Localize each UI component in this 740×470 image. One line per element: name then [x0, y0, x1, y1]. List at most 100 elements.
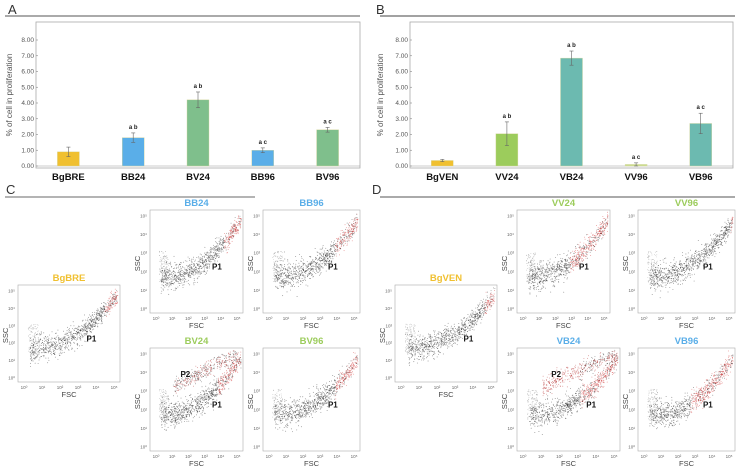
data-point [320, 257, 322, 259]
data-point [177, 414, 179, 416]
data-point [45, 348, 47, 350]
data-point [227, 374, 229, 376]
data-point [183, 276, 185, 278]
data-point [163, 279, 164, 281]
data-point [31, 340, 32, 342]
data-point [75, 327, 77, 329]
data-point [182, 405, 184, 407]
data-point [222, 359, 224, 361]
data-point [164, 273, 166, 275]
data-point [222, 239, 224, 240]
data-point [201, 254, 203, 256]
data-point [324, 264, 326, 265]
data-point [108, 304, 109, 306]
data-point [295, 400, 297, 402]
scatter-plot-bv96: BV9610⁰10⁰10¹10¹10²10²10³10³10⁴10⁴10⁵10⁵… [246, 336, 361, 468]
data-point [195, 373, 197, 375]
data-point [205, 402, 207, 404]
data-point [97, 318, 99, 320]
data-point [85, 334, 87, 336]
data-point [305, 411, 307, 413]
data-point [234, 219, 236, 221]
data-point [295, 265, 297, 267]
data-point [348, 227, 350, 229]
data-point [163, 262, 165, 264]
panel-label-b: B [376, 2, 385, 17]
data-point [201, 369, 203, 371]
data-point [193, 375, 195, 377]
data-point [329, 260, 331, 262]
data-point [234, 224, 236, 226]
data-point [40, 356, 42, 358]
data-point [193, 380, 195, 382]
data-point [202, 260, 204, 262]
data-point [222, 240, 224, 242]
data-point [104, 310, 106, 312]
data-point [95, 316, 97, 318]
data-point [169, 274, 170, 276]
data-point [311, 274, 313, 276]
data-point [322, 246, 324, 248]
data-point [88, 325, 89, 327]
data-point [88, 322, 90, 324]
data-point [165, 277, 167, 279]
data-point [171, 274, 173, 276]
data-point [310, 255, 312, 257]
data-point [192, 417, 194, 419]
data-point [280, 407, 282, 408]
data-point [30, 351, 32, 353]
data-point [162, 256, 164, 257]
data-point [280, 277, 282, 279]
data-point [228, 377, 229, 379]
data-point [337, 241, 338, 243]
data-point [201, 399, 203, 401]
data-point [196, 257, 198, 258]
data-point [27, 327, 29, 329]
data-point [285, 411, 287, 413]
data-point [114, 293, 116, 295]
data-point [184, 278, 186, 280]
data-point [175, 277, 177, 279]
data-point [164, 271, 166, 273]
data-point [190, 373, 192, 375]
data-point [163, 277, 165, 279]
bar-chart-a: % of cell in proliferation 0.001.002.003… [5, 21, 361, 183]
data-point [274, 280, 276, 282]
data-point [60, 339, 62, 341]
data-point [350, 230, 352, 232]
data-point [190, 266, 192, 268]
data-point [276, 259, 278, 261]
y-tick-label: 3.00 [395, 116, 408, 123]
data-point [97, 314, 99, 316]
data-point [179, 270, 181, 272]
data-point [225, 356, 227, 358]
data-point [218, 361, 220, 363]
data-point [337, 239, 339, 241]
data-point [165, 284, 167, 286]
data-point [231, 237, 233, 239]
data-point [69, 341, 71, 343]
x-category-label: VV96 [624, 172, 647, 183]
data-point [322, 266, 324, 268]
data-point [340, 230, 342, 232]
data-point [200, 374, 202, 376]
data-point [160, 292, 162, 294]
data-point [96, 309, 98, 311]
data-point [89, 319, 91, 321]
data-point [192, 273, 194, 275]
data-point [232, 350, 234, 352]
data-point [177, 421, 179, 423]
data-point [193, 279, 195, 281]
data-point [180, 414, 182, 416]
data-point [168, 404, 170, 406]
data-point [190, 400, 192, 402]
data-point [232, 360, 234, 362]
data-point [206, 259, 208, 261]
data-point [235, 225, 237, 227]
data-point [68, 330, 70, 332]
data-point [207, 360, 209, 362]
data-point [71, 328, 73, 330]
data-point [276, 256, 278, 258]
data-point [318, 252, 320, 254]
data-point [312, 265, 314, 267]
